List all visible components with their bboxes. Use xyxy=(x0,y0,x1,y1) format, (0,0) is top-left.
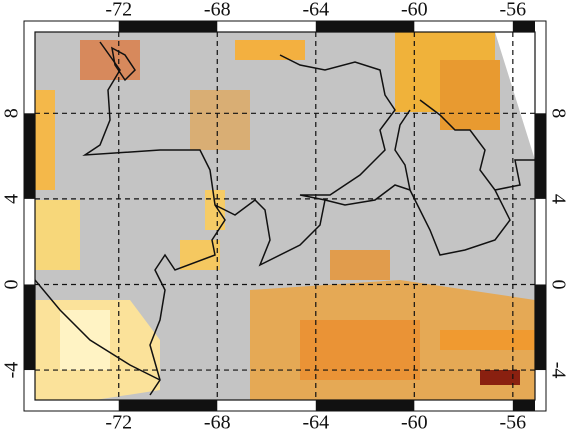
frame-band xyxy=(535,284,546,370)
frame-band xyxy=(513,21,535,32)
x-tick-label: -64 xyxy=(302,412,329,434)
y-tick-label: 4 xyxy=(1,194,23,204)
y-tick-label: -4 xyxy=(1,362,23,379)
frame-band xyxy=(513,400,535,411)
y-tick-label: 8 xyxy=(547,108,569,118)
frame-band xyxy=(316,21,415,32)
map-imagery xyxy=(35,32,535,400)
x-tick-label: -68 xyxy=(204,412,231,434)
frame-band xyxy=(24,284,35,370)
y-tick-label: 8 xyxy=(1,108,23,118)
y-tick-label: 4 xyxy=(547,194,569,204)
x-tick-label: -56 xyxy=(499,412,526,434)
x-tick-label: -60 xyxy=(401,412,428,434)
frame-band xyxy=(119,21,218,32)
x-tick-label: -56 xyxy=(499,0,526,21)
y-tick-label: 0 xyxy=(1,279,23,289)
x-tick-label: -60 xyxy=(401,0,428,21)
frame-band xyxy=(535,113,546,199)
x-tick-label: -72 xyxy=(105,0,132,21)
frame-band xyxy=(24,113,35,199)
x-tick-label: -64 xyxy=(302,0,329,21)
frame-band xyxy=(316,400,415,411)
frame-band xyxy=(119,400,218,411)
map-figure: -72 -72 -68 -68 -64 -64 -60 -60 -56 -56 8 8 4 4 0 0 -4 -4 xyxy=(0,0,581,438)
y-tick-label: -4 xyxy=(547,362,569,379)
x-tick-label: -68 xyxy=(204,0,231,21)
y-tick-label: 0 xyxy=(547,279,569,289)
x-tick-label: -72 xyxy=(105,412,132,434)
